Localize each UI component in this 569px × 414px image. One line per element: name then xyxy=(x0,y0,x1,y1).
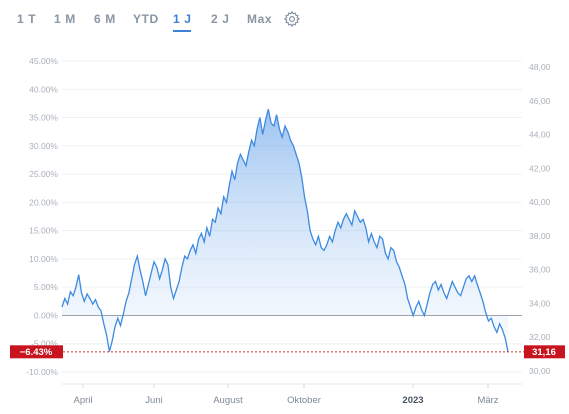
right-tick-label: 38,00 xyxy=(529,231,551,241)
left-tick-label: -10.00% xyxy=(26,367,58,377)
x-tick-label: Oktober xyxy=(287,395,321,406)
right-tick-label: 46,00 xyxy=(529,96,551,106)
left-tick-label: -5.00% xyxy=(31,339,58,349)
gear-icon[interactable] xyxy=(283,10,301,28)
range-2-years-button[interactable]: 2 J xyxy=(211,12,230,26)
x-tick-label: August xyxy=(213,395,243,406)
series-line xyxy=(61,108,509,352)
current-price-label: 31,16 xyxy=(532,347,556,358)
right-tick-label: 40,00 xyxy=(529,197,551,207)
right-axis-ticks: 48,00 46,00 44,00 42,00 40,00 38,00 36,00 34,00… xyxy=(529,62,551,376)
current-price-badge-bg xyxy=(524,345,565,359)
x-axis-ticks: April Juni August Oktober 2023 März xyxy=(73,384,499,406)
range-6-months-button[interactable]: 6 M xyxy=(94,12,116,26)
left-tick-label: 40.00% xyxy=(29,84,58,94)
time-range-selector: 1 T 1 M 6 M YTD 1 J 2 J Max xyxy=(0,0,569,38)
right-tick-label: 30,00 xyxy=(529,366,551,376)
current-price-badge: 31,16 xyxy=(524,345,565,359)
right-tick-label: 42,00 xyxy=(529,163,551,173)
current-change-badge-bg xyxy=(10,345,63,359)
left-tick-label: 0.00% xyxy=(34,310,59,320)
range-1-month-button[interactable]: 1 M xyxy=(54,12,76,26)
left-axis-ticks: 45.00% 40.00% 35.00% 30.00% 25.00% 20.00% 15.0… xyxy=(26,56,58,377)
left-tick-label: 10.00% xyxy=(29,254,58,264)
x-tick-label: 2023 xyxy=(402,395,423,406)
x-tick-label: März xyxy=(477,395,498,406)
left-tick-label: 45.00% xyxy=(29,56,58,66)
left-tick-label: 20.00% xyxy=(29,197,58,207)
right-tick-label: 44,00 xyxy=(529,130,551,140)
range-max-button[interactable]: Max xyxy=(247,12,273,26)
range-ytd-button[interactable]: YTD xyxy=(133,12,159,26)
x-tick-label: April xyxy=(73,395,92,406)
left-tick-label: 30.00% xyxy=(29,141,58,151)
right-tick-label: 36,00 xyxy=(529,265,551,275)
right-tick-label: 34,00 xyxy=(529,298,551,308)
left-tick-label: 35.00% xyxy=(29,113,58,123)
series-area-fill xyxy=(62,109,508,352)
left-tick-label: 15.00% xyxy=(29,226,58,236)
left-tick-label: 5.00% xyxy=(34,282,59,292)
range-1-year-button[interactable]: 1 J xyxy=(173,12,192,32)
right-tick-label: 32,00 xyxy=(529,332,551,342)
left-tick-label: 25.00% xyxy=(29,169,58,179)
right-tick-label: 48,00 xyxy=(529,62,551,72)
current-change-label: −6.43% xyxy=(20,347,53,358)
range-1-day-button[interactable]: 1 T xyxy=(17,12,37,26)
current-change-badge: −6.43% xyxy=(10,345,63,359)
x-tick-label: Juni xyxy=(145,395,162,406)
